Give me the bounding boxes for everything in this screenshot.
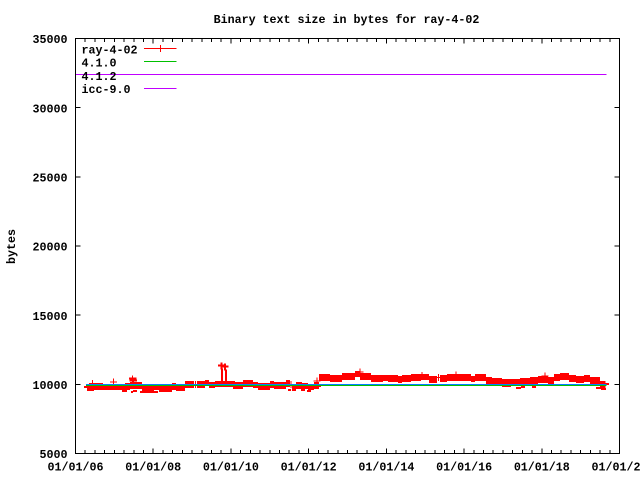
svg-text:4.1.2: 4.1.2	[82, 70, 117, 84]
svg-text:5000: 5000	[40, 448, 68, 462]
svg-text:4.1.0: 4.1.0	[82, 57, 117, 71]
svg-text:01/01/16: 01/01/16	[436, 461, 492, 475]
svg-text:icc-9.0: icc-9.0	[82, 83, 131, 97]
svg-text:25000: 25000	[33, 171, 68, 185]
svg-text:35000: 35000	[33, 33, 68, 47]
svg-text:20000: 20000	[33, 241, 68, 255]
svg-text:10000: 10000	[33, 379, 68, 393]
svg-text:bytes: bytes	[5, 229, 19, 264]
svg-text:01/01/08: 01/01/08	[125, 461, 181, 475]
svg-text:01/01/12: 01/01/12	[281, 461, 337, 475]
svg-text:Binary text size in bytes for: Binary text size in bytes for ray-4-02	[214, 13, 480, 27]
svg-text:01/01/10: 01/01/10	[203, 461, 259, 475]
svg-text:01/01/14: 01/01/14	[358, 461, 414, 475]
svg-text:01/01/06: 01/01/06	[48, 461, 104, 475]
svg-text:01/01/20: 01/01/20	[592, 461, 640, 475]
svg-text:15000: 15000	[33, 310, 68, 324]
svg-text:30000: 30000	[33, 102, 68, 116]
svg-text:ray-4-02: ray-4-02	[82, 43, 138, 57]
svg-text:01/01/18: 01/01/18	[514, 461, 570, 475]
